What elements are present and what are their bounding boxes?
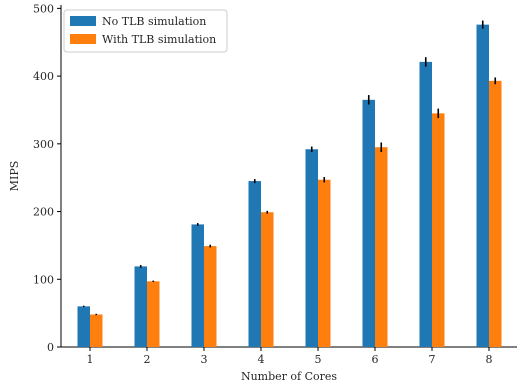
x-tick-label: 5 — [315, 353, 322, 366]
bar-series2-core-6 — [375, 147, 388, 347]
chart-bars — [77, 24, 502, 348]
y-tick-label: 400 — [33, 70, 54, 83]
chart-axes — [60, 5, 517, 348]
chart-ticks: 1 2 3 4 5 6 7 8 0 100 200 300 400 500 — [33, 2, 493, 366]
y-tick-label: 100 — [33, 273, 54, 286]
y-tick-label: 0 — [47, 341, 54, 354]
legend-swatch-series1 — [70, 16, 96, 26]
y-tick-label: 500 — [33, 2, 54, 15]
bar-series1-core-5 — [305, 149, 318, 347]
bar-series2-core-8 — [489, 80, 502, 348]
x-tick-label: 2 — [144, 353, 151, 366]
legend-frame — [63, 9, 228, 53]
x-axis-label: Number of Cores — [241, 370, 337, 383]
bar-series2-core-4 — [261, 212, 274, 347]
y-axis-label: MIPS — [8, 161, 21, 192]
bar-series2-core-1 — [90, 314, 103, 347]
x-tick-label: 8 — [486, 353, 493, 366]
legend-swatch-series2 — [70, 34, 96, 44]
x-tick-label: 3 — [201, 353, 208, 366]
bar-series1-core-3 — [191, 224, 204, 347]
bar-series1-core-2 — [134, 266, 147, 347]
x-tick-label: 7 — [429, 353, 436, 366]
x-tick-label: 1 — [87, 353, 94, 366]
bar-series1-core-7 — [419, 61, 432, 348]
bar-series2-core-7 — [432, 113, 445, 347]
y-tick-label: 300 — [33, 138, 54, 151]
y-tick-label: 200 — [33, 206, 54, 219]
bar-series1-core-4 — [248, 181, 261, 347]
chart-error-bars — [82, 20, 497, 316]
legend-label-series1: No TLB simulation — [102, 15, 206, 28]
bar-series1-core-1 — [77, 306, 90, 347]
x-tick-label: 4 — [258, 353, 265, 366]
bar-series1-core-6 — [362, 99, 375, 347]
chart-legend: No TLB simulation With TLB simulation — [63, 9, 228, 53]
bar-series1-core-8 — [476, 24, 489, 347]
bar-series2-core-5 — [318, 179, 331, 347]
legend-label-series2: With TLB simulation — [102, 33, 216, 46]
x-tick-label: 6 — [372, 353, 379, 366]
bar-series2-core-2 — [147, 281, 160, 347]
bar-series2-core-3 — [204, 246, 217, 347]
